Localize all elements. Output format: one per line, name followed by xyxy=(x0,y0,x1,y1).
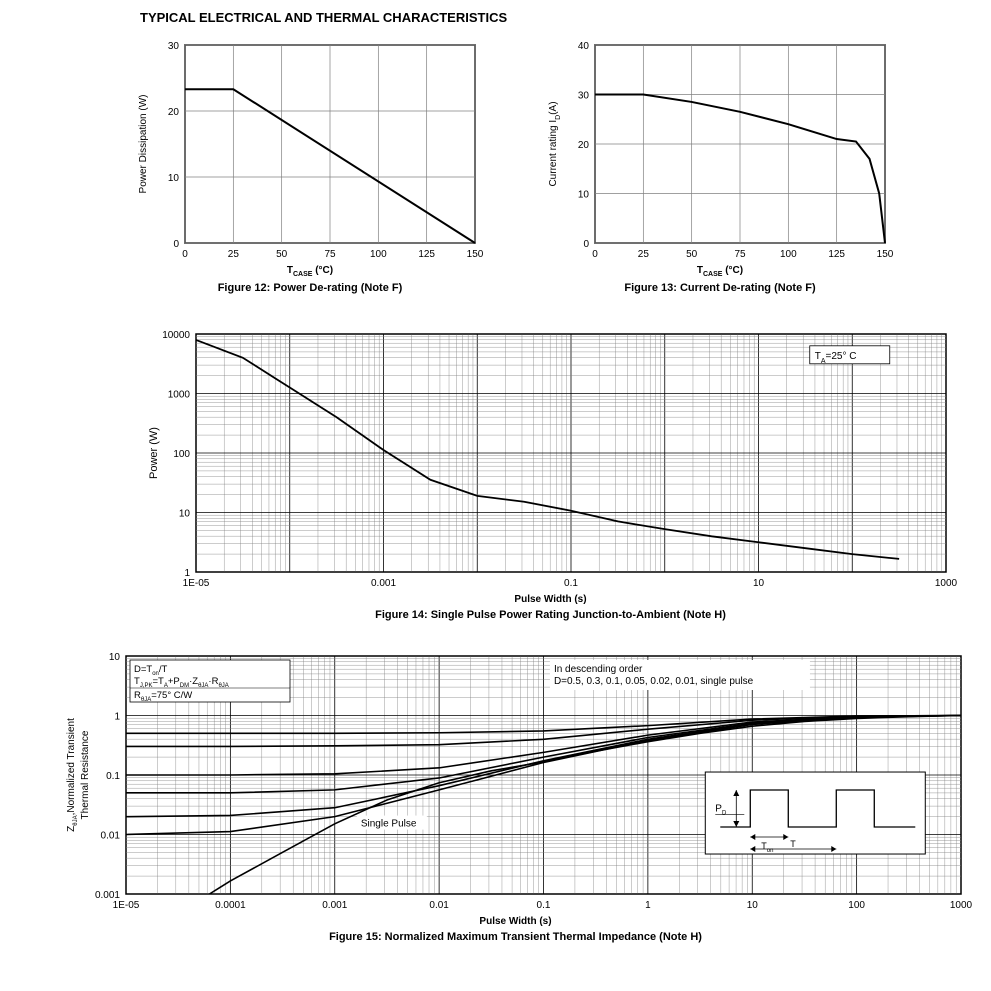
svg-text:10: 10 xyxy=(752,578,764,589)
fig12-xlabel: TCASE (°C) xyxy=(287,265,333,278)
svg-text:1: 1 xyxy=(645,900,651,911)
fig13-xlabel: TCASE (°C) xyxy=(697,265,743,278)
svg-text:40: 40 xyxy=(578,41,590,52)
svg-text:ZθJA,Normalized Transient: ZθJA,Normalized Transient xyxy=(66,718,79,832)
fig15-caption: Figure 15: Normalized Maximum Transient … xyxy=(329,931,702,943)
svg-text:0: 0 xyxy=(592,249,598,260)
svg-text:50: 50 xyxy=(276,249,288,260)
figure-15: 1E-050.00010.0010.010.111010010000.0010.… xyxy=(70,646,961,943)
fig12-caption: Figure 12: Power De-rating (Note F) xyxy=(218,282,403,294)
svg-text:Power (W): Power (W) xyxy=(148,427,160,479)
svg-text:0.0001: 0.0001 xyxy=(215,900,246,911)
svg-text:20: 20 xyxy=(168,107,180,118)
svg-text:0: 0 xyxy=(173,239,179,250)
svg-text:100: 100 xyxy=(780,249,797,260)
svg-text:0: 0 xyxy=(583,239,589,250)
svg-text:10: 10 xyxy=(168,173,180,184)
svg-text:Current rating ID(A): Current rating ID(A) xyxy=(548,101,562,186)
svg-text:0.01: 0.01 xyxy=(429,900,449,911)
svg-text:25: 25 xyxy=(228,249,240,260)
fig13-caption: Figure 13: Current De-rating (Note F) xyxy=(624,282,815,294)
svg-text:25: 25 xyxy=(638,249,650,260)
figure-12: 0 25 50 75 100 125 150 0 10 20 30 Power Dissipation… xyxy=(130,35,490,294)
svg-text:1E-05: 1E-05 xyxy=(112,900,139,911)
svg-text:0.01: 0.01 xyxy=(100,831,120,842)
svg-text:Thermal Resistance: Thermal Resistance xyxy=(80,730,91,819)
svg-text:10: 10 xyxy=(578,190,590,201)
svg-text:D=0.5, 0.3, 0.1, 0.05, 0.02, 0: D=0.5, 0.3, 0.1, 0.05, 0.02, 0.01, singl… xyxy=(553,676,753,687)
svg-text:100: 100 xyxy=(370,249,387,260)
svg-text:75: 75 xyxy=(324,249,336,260)
svg-text:0.1: 0.1 xyxy=(536,900,550,911)
svg-text:1000: 1000 xyxy=(167,390,190,401)
svg-text:T: T xyxy=(790,839,796,849)
svg-text:125: 125 xyxy=(828,249,845,260)
svg-text:10: 10 xyxy=(178,509,190,520)
svg-text:125: 125 xyxy=(418,249,435,260)
figure-14: 1E-050.0010.1101000110100100010000TA=25°… xyxy=(140,324,961,621)
svg-text:30: 30 xyxy=(168,41,180,52)
svg-text:10000: 10000 xyxy=(162,330,190,341)
svg-text:0.001: 0.001 xyxy=(94,890,119,901)
svg-text:1E-05: 1E-05 xyxy=(182,578,209,589)
svg-text:1000: 1000 xyxy=(949,900,972,911)
svg-text:100: 100 xyxy=(848,900,865,911)
svg-text:Power Dissipation (W): Power Dissipation (W) xyxy=(138,95,149,194)
svg-text:150: 150 xyxy=(877,249,894,260)
svg-text:1: 1 xyxy=(114,712,120,723)
svg-text:100: 100 xyxy=(173,449,190,460)
svg-text:50: 50 xyxy=(686,249,698,260)
fig15-xlabel: Pulse Width (s) xyxy=(479,916,551,927)
svg-text:10: 10 xyxy=(746,900,758,911)
svg-text:In descending order: In descending order xyxy=(553,664,642,675)
fig14-caption: Figure 14: Single Pulse Power Rating Jun… xyxy=(375,609,726,621)
svg-text:0.1: 0.1 xyxy=(564,578,578,589)
svg-text:0.001: 0.001 xyxy=(322,900,347,911)
svg-text:1000: 1000 xyxy=(934,578,957,589)
svg-text:1: 1 xyxy=(184,568,190,579)
fig14-xlabel: Pulse Width (s) xyxy=(514,594,586,605)
figure-13: 0 25 50 75 100 125 150 0 10 20 30 40 Current rating … xyxy=(540,35,900,294)
svg-text:20: 20 xyxy=(578,140,590,151)
svg-text:0: 0 xyxy=(182,249,188,260)
svg-text:30: 30 xyxy=(578,91,590,102)
svg-text:0.1: 0.1 xyxy=(106,771,120,782)
section-title: TYPICAL ELECTRICAL AND THERMAL CHARACTER… xyxy=(140,10,961,25)
svg-text:0.001: 0.001 xyxy=(370,578,395,589)
svg-text:75: 75 xyxy=(734,249,746,260)
svg-text:150: 150 xyxy=(467,249,484,260)
svg-text:Single Pulse: Single Pulse xyxy=(360,819,416,830)
svg-text:10: 10 xyxy=(108,652,120,663)
